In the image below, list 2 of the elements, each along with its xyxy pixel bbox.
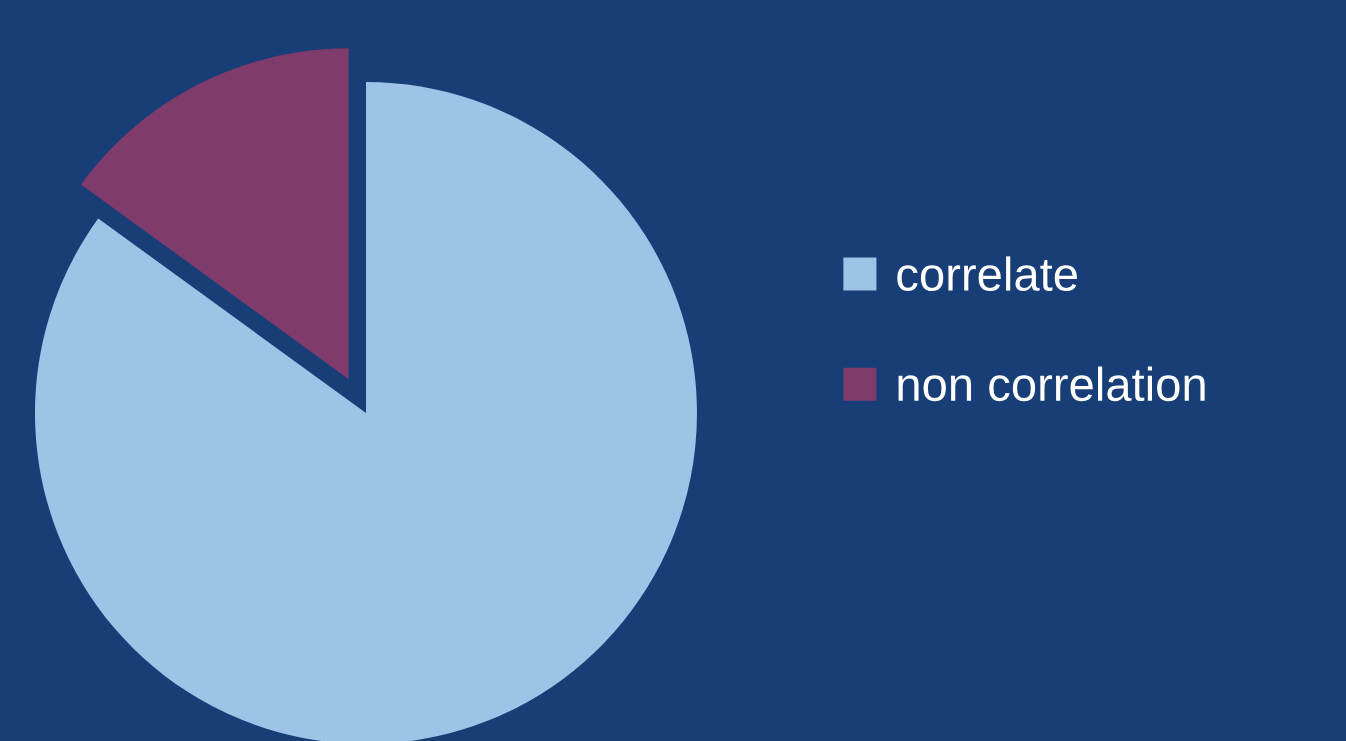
legend-label: non correlation bbox=[898, 366, 1205, 402]
legend-label: correlate bbox=[897, 256, 1077, 292]
